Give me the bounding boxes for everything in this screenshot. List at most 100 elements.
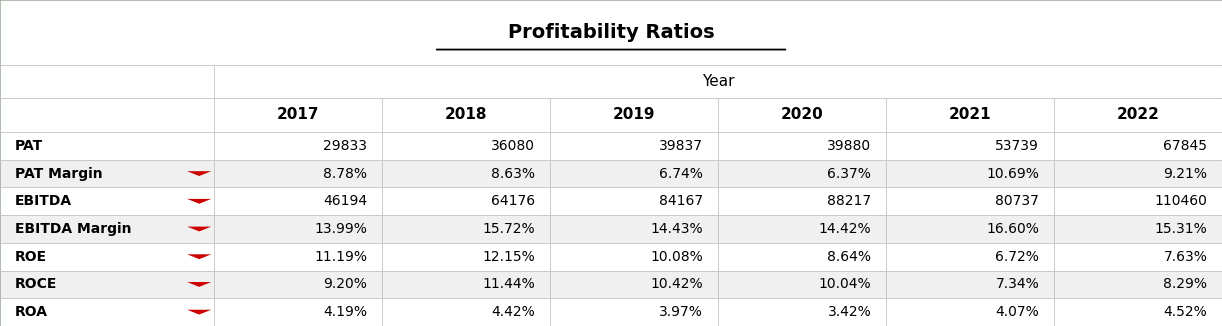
Bar [0,160,214,187]
Text: 11.44%: 11.44% [483,277,535,291]
Bar [886,187,1055,215]
Text: 15.31%: 15.31% [1155,222,1207,236]
Bar [214,187,381,215]
Bar [1055,98,1222,132]
Bar [0,298,214,326]
Polygon shape [187,282,211,287]
Text: ROCE: ROCE [15,277,57,291]
Text: 36080: 36080 [491,139,535,153]
Bar [1055,187,1222,215]
Bar [719,215,886,243]
Text: 4.52%: 4.52% [1163,305,1207,319]
Text: 10.69%: 10.69% [986,167,1040,181]
Text: 13.99%: 13.99% [314,222,368,236]
Text: ROA: ROA [15,305,48,319]
Text: 3.42%: 3.42% [827,305,871,319]
Bar [886,132,1055,160]
Polygon shape [187,199,211,204]
Bar [719,187,886,215]
Bar [381,215,550,243]
Bar [381,132,550,160]
Bar [550,98,719,132]
Bar [381,98,550,132]
Bar [1055,243,1222,271]
Text: 39880: 39880 [827,139,871,153]
Text: 39837: 39837 [659,139,704,153]
Bar [886,160,1055,187]
Bar [0,65,214,98]
Text: 2017: 2017 [276,107,319,123]
Bar [886,215,1055,243]
Text: 53739: 53739 [996,139,1040,153]
Bar [0,0,1222,65]
Bar [214,160,381,187]
Text: 46194: 46194 [323,194,368,208]
Text: 2018: 2018 [445,107,488,123]
Text: 16.60%: 16.60% [986,222,1040,236]
Text: EBITDA Margin: EBITDA Margin [15,222,131,236]
Bar [214,243,381,271]
Bar [381,271,550,298]
Bar [0,215,214,243]
Bar [381,298,550,326]
Bar [0,132,214,160]
Bar [886,98,1055,132]
Bar [1055,160,1222,187]
Text: PAT: PAT [15,139,43,153]
Text: 64176: 64176 [491,194,535,208]
Bar [550,132,719,160]
Bar [214,298,381,326]
Text: Year: Year [701,74,734,89]
Bar [1055,298,1222,326]
Text: 4.19%: 4.19% [323,305,368,319]
Text: 8.63%: 8.63% [491,167,535,181]
Polygon shape [187,227,211,231]
Text: 4.07%: 4.07% [996,305,1040,319]
Text: 15.72%: 15.72% [483,222,535,236]
Bar [719,243,886,271]
Bar [214,65,1222,98]
Text: 2019: 2019 [612,107,655,123]
Text: 67845: 67845 [1163,139,1207,153]
Bar [214,271,381,298]
Text: 7.63%: 7.63% [1163,250,1207,264]
Text: EBITDA: EBITDA [15,194,72,208]
Polygon shape [187,254,211,259]
Text: 88217: 88217 [827,194,871,208]
Bar [719,160,886,187]
Bar [550,271,719,298]
Polygon shape [187,310,211,315]
Text: 9.21%: 9.21% [1163,167,1207,181]
Bar [0,271,214,298]
Text: 2022: 2022 [1117,107,1160,123]
Bar [1055,132,1222,160]
Text: 80737: 80737 [996,194,1040,208]
Bar [886,298,1055,326]
Polygon shape [187,171,211,176]
Text: 29833: 29833 [323,139,368,153]
Text: 84167: 84167 [659,194,704,208]
Text: 10.42%: 10.42% [650,277,704,291]
Bar [381,243,550,271]
Bar [719,98,886,132]
Text: 8.78%: 8.78% [323,167,368,181]
Bar [719,298,886,326]
Bar [886,271,1055,298]
Bar [214,98,381,132]
Bar [214,132,381,160]
Text: Profitability Ratios: Profitability Ratios [507,23,715,42]
Text: 110460: 110460 [1155,194,1207,208]
Text: 6.37%: 6.37% [827,167,871,181]
Bar [886,243,1055,271]
Text: 14.43%: 14.43% [650,222,704,236]
Text: ROE: ROE [15,250,46,264]
Text: 9.20%: 9.20% [324,277,368,291]
Bar [214,215,381,243]
Text: 2021: 2021 [948,107,991,123]
Bar [381,160,550,187]
Bar [0,243,214,271]
Text: 10.04%: 10.04% [819,277,871,291]
Text: 6.72%: 6.72% [996,250,1040,264]
Bar [0,187,214,215]
Text: 8.29%: 8.29% [1163,277,1207,291]
